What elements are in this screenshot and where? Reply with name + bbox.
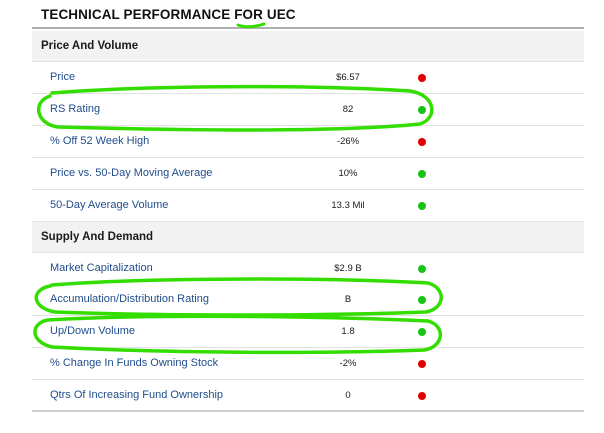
metric-value: 82 [342,104,354,115]
metric-value: 13.3 Mil [331,200,365,211]
table-row-change-in-funds-owning: % Change In Funds Owning Stock -2% [32,348,584,380]
metric-link-accumulation-distribution-rating[interactable]: Accumulation/Distribution Rating [50,293,209,305]
table-row-rs-rating: RS Rating 82 [32,94,584,126]
status-dot-red-icon [418,392,426,400]
title-divider [32,27,584,29]
metric-link-market-capitalization[interactable]: Market Capitalization [50,262,153,274]
table-row-accumulation-distribution-rating: Accumulation/Distribution Rating B [32,284,584,316]
section-label: Supply And Demand [41,231,154,243]
metric-link-off-52-week-high[interactable]: % Off 52 Week High [50,135,150,147]
status-dot-green-icon [418,106,426,114]
table-row-market-capitalization: Market Capitalization $2.9 B [32,253,584,285]
metric-value: $6.57 [336,72,360,83]
metric-value: 0 [345,390,351,401]
status-dot-red-icon [418,360,426,368]
metric-value: 10% [338,168,358,179]
table-row-price-vs-50-day-ma: Price vs. 50-Day Moving Average 10% [32,158,584,190]
table-row-price: Price $6.57 [32,62,584,94]
status-dot-green-icon [418,296,426,304]
table-row-off-52-week-high: % Off 52 Week High -26% [32,126,584,158]
metric-value: 1.8 [341,326,355,337]
table-row-50-day-average-volume: 50-Day Average Volume 13.3 Mil [32,190,584,222]
status-dot-green-icon [418,202,426,210]
metric-link-50-day-average-volume[interactable]: 50-Day Average Volume [50,199,169,211]
metric-value: $2.9 B [334,263,362,274]
page-title: TECHNICAL PERFORMANCE FOR UEC [41,7,296,22]
metric-link-up-down-volume[interactable]: Up/Down Volume [50,325,135,337]
table-row-qtrs-increasing-fund-ownership: Qtrs Of Increasing Fund Ownership 0 [32,380,584,412]
section-label: Price And Volume [41,40,139,52]
status-dot-green-icon [418,328,426,336]
status-dot-green-icon [418,265,426,273]
status-dot-red-icon [418,138,426,146]
status-dot-red-icon [418,74,426,82]
metric-link-price[interactable]: Price [50,71,76,83]
metric-link-change-in-funds-owning[interactable]: % Change In Funds Owning Stock [50,357,219,369]
metric-value: -2% [339,358,357,369]
section-header-price-and-volume: Price And Volume [32,31,584,62]
section-header-supply-and-demand: Supply And Demand [32,222,584,253]
metric-link-rs-rating[interactable]: RS Rating [50,103,101,115]
table-bottom-divider [32,410,584,412]
status-dot-green-icon [418,170,426,178]
metric-link-qtrs-increasing-fund-ownership[interactable]: Qtrs Of Increasing Fund Ownership [50,389,224,401]
metric-value: B [344,294,352,305]
table-row-up-down-volume: Up/Down Volume 1.8 [32,316,584,348]
metric-link-price-vs-50-day-ma[interactable]: Price vs. 50-Day Moving Average [50,167,213,179]
metric-value: -26% [336,136,360,147]
